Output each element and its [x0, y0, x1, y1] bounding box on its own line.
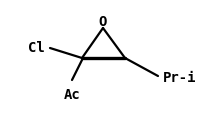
- Text: Ac: Ac: [64, 88, 80, 102]
- Text: O: O: [99, 15, 107, 29]
- Text: Pr-i: Pr-i: [163, 71, 196, 85]
- Text: Cl: Cl: [28, 41, 45, 55]
